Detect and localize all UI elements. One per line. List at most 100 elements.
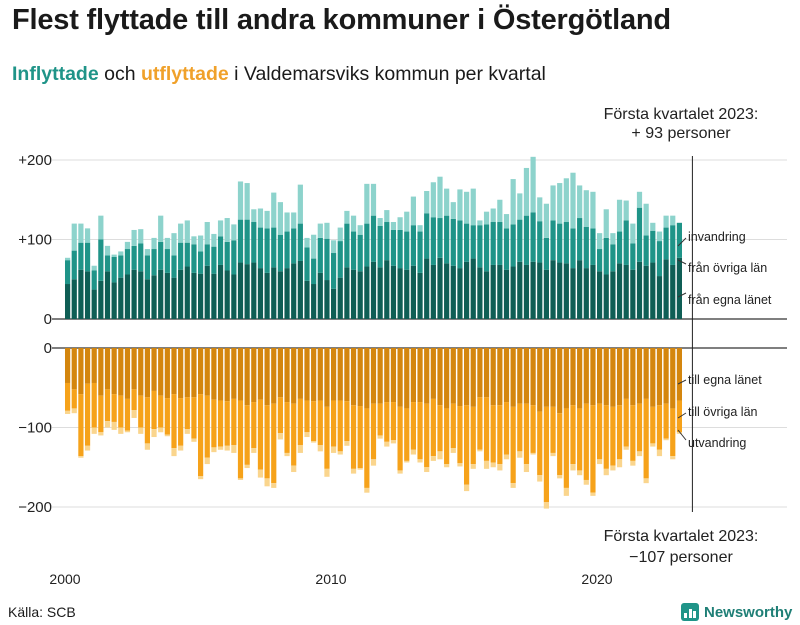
bar-in-egna [198, 273, 204, 319]
bar-out-utvandring [503, 454, 510, 460]
bar-out-utvandring [138, 427, 144, 434]
bar-out-egna [118, 348, 124, 396]
bar-in-ovriga [397, 229, 403, 269]
subtitle-utflyttade: utflyttade [140, 63, 229, 85]
bar-out-ovriga [211, 399, 217, 448]
bar-out-egna [616, 348, 623, 406]
bar-in-egna [364, 266, 370, 319]
bar-in-ovriga [377, 225, 383, 268]
bar-out-ovriga [404, 408, 410, 461]
bar-in-invandring [184, 220, 190, 243]
bar-in-egna [417, 272, 423, 319]
bar-in-invandring [377, 218, 383, 226]
bar-out-egna [457, 348, 463, 407]
bar-in-invandring [124, 241, 131, 250]
bar-out-egna [424, 348, 430, 404]
bar-out-ovriga [231, 398, 237, 445]
bar-in-egna [304, 280, 310, 319]
bar-in-ovriga [597, 249, 603, 272]
bar-in-egna [523, 264, 530, 319]
bar-in-invandring [291, 212, 297, 229]
bar-in-ovriga [537, 221, 543, 263]
bar-in-ovriga [623, 220, 629, 265]
bar-out-ovriga [297, 398, 303, 445]
bar-in-invandring [304, 237, 310, 248]
bar-in-egna [244, 264, 250, 319]
bar-out-ovriga [164, 398, 170, 435]
bar-in-egna [483, 271, 490, 319]
bar-in-invandring [158, 215, 164, 242]
bar-out-egna [257, 348, 264, 400]
bar-in-invandring [656, 231, 663, 242]
bar-in-ovriga [610, 244, 616, 272]
bar-out-utvandring [217, 446, 224, 450]
bar-out-ovriga [311, 401, 317, 442]
bar-out-utvandring [437, 451, 443, 460]
bar-in-invandring [550, 185, 556, 221]
bar-in-egna [623, 264, 629, 319]
bar-in-ovriga [118, 255, 124, 278]
bar-in-egna [583, 268, 589, 319]
bar-in-egna [78, 269, 84, 319]
bar-out-ovriga [257, 399, 264, 470]
bar-out-ovriga [663, 403, 669, 439]
bar-out-ovriga [304, 400, 310, 433]
axes [677, 156, 693, 512]
bar-in-ovriga [277, 234, 283, 272]
bar-out-egna [450, 348, 456, 404]
bar-in-ovriga [570, 228, 576, 269]
bar-in-egna [537, 262, 543, 319]
bar-in-egna [530, 261, 536, 319]
bar-in-egna [630, 269, 636, 319]
bar-out-ovriga [457, 406, 463, 464]
bar-in-egna [410, 265, 416, 319]
bar-out-egna [217, 348, 224, 401]
bar-out-egna [630, 348, 636, 406]
bar-out-utvandring [490, 462, 496, 468]
series-label-in: från övriga län [688, 261, 767, 275]
bar-in-egna [517, 261, 523, 319]
bar-out-utvandring [350, 468, 357, 474]
bar-out-utvandring [144, 443, 150, 450]
bar-out-ovriga [91, 382, 97, 428]
bar-out-ovriga [158, 395, 164, 428]
bar-in-ovriga [430, 217, 436, 265]
bar-out-ovriga [237, 400, 244, 479]
bar-in-invandring [563, 178, 569, 223]
bar-out-egna [131, 348, 137, 390]
bar-in-ovriga [437, 218, 443, 258]
bar-in-invandring [211, 233, 217, 247]
bar-in-egna [577, 260, 583, 319]
source-note: Källa: SCB [8, 604, 76, 620]
bar-in-ovriga [630, 243, 636, 270]
bar-in-egna [670, 264, 676, 319]
bar-out-utvandring [91, 427, 97, 434]
bar-in-invandring [164, 237, 170, 250]
bar-in-egna [570, 268, 576, 319]
bar-in-invandring [257, 208, 264, 228]
bar-out-ovriga [570, 405, 576, 465]
bar-in-ovriga [417, 231, 423, 273]
bar-in-invandring [277, 202, 283, 235]
bar-out-utvandring [530, 452, 536, 455]
bar-out-utvandring [643, 478, 649, 484]
bar-out-egna [517, 348, 523, 404]
bar-in-invandring [397, 217, 403, 230]
bar-in-invandring [517, 193, 523, 220]
bar-in-ovriga [530, 212, 536, 262]
bar-out-egna [98, 348, 104, 396]
bar-out-utvandring [603, 468, 609, 476]
bar-in-egna [616, 263, 623, 319]
bar-out-utvandring [184, 429, 190, 434]
bar-out-utvandring [616, 459, 623, 468]
bar-out-egna [570, 348, 576, 406]
bar-out-utvandring [211, 447, 217, 453]
bar-in-ovriga [424, 213, 430, 259]
bar-out-egna [497, 348, 503, 406]
bar-in-egna [350, 269, 357, 319]
bar-out-utvandring [124, 430, 131, 433]
bar-out-utvandring [424, 467, 430, 473]
bar-out-ovriga [490, 405, 496, 463]
bar-in-egna [404, 269, 410, 319]
bar-in-egna [344, 267, 350, 319]
